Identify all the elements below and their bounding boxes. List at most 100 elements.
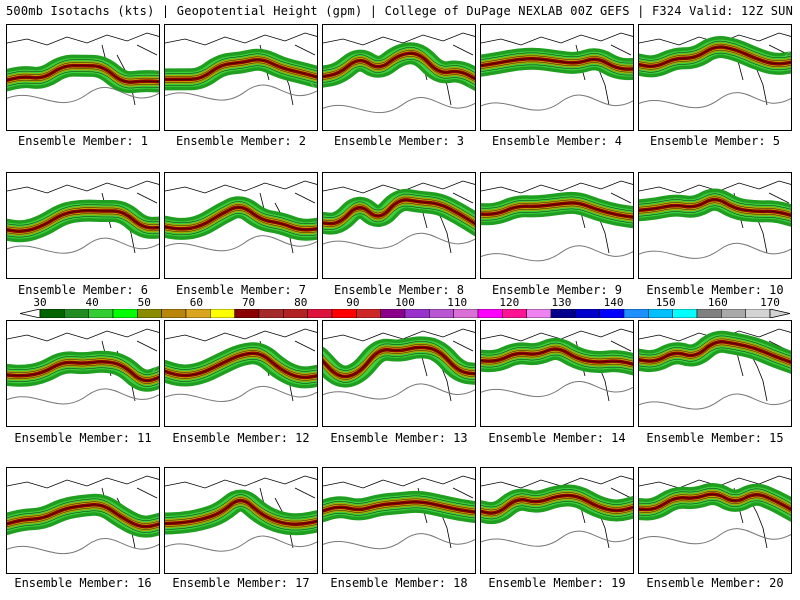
height-contour (323, 533, 475, 550)
ensemble-map-panel (6, 24, 160, 131)
ensemble-map-panel (480, 24, 634, 131)
isotach-line (481, 354, 633, 371)
ensemble-member-label: Ensemble Member: 10 (646, 283, 784, 297)
colorbar-tick-label: 140 (603, 296, 624, 309)
isotach-map (481, 328, 633, 402)
height-contour (481, 94, 633, 111)
ensemble-map-panel (164, 320, 318, 427)
colorbar-segment (307, 309, 333, 318)
isotach-map (7, 180, 159, 254)
ensemble-map-panel (480, 320, 634, 427)
ensemble-member-label: Ensemble Member: 5 (649, 134, 781, 148)
colorbar-tick-label: 130 (551, 296, 572, 309)
height-contour (7, 538, 159, 555)
colorbar-segment (745, 309, 771, 318)
ensemble-map-panel (6, 467, 160, 574)
isotach-map (7, 32, 159, 106)
isotach-line (323, 344, 475, 374)
isotach-line (7, 216, 159, 238)
isotach-line (7, 204, 159, 226)
ensemble-member-label: Ensemble Member: 3 (333, 134, 465, 148)
colorbar-segment (210, 309, 235, 318)
isotach-line (165, 204, 317, 227)
isotach-line (481, 64, 633, 76)
isotach-line (7, 68, 159, 86)
isotach-line (165, 65, 317, 86)
isotach-line (7, 71, 159, 89)
ensemble-member-label: Ensemble Member: 13 (330, 431, 468, 445)
isotach-line (481, 196, 633, 212)
isotach-line (323, 50, 475, 76)
height-contour (165, 235, 317, 252)
height-contour (323, 383, 475, 400)
isotach-line (7, 207, 159, 229)
isotach-line (165, 500, 317, 525)
height-contour (165, 84, 317, 101)
isotach-map (165, 180, 317, 254)
isotach-map (165, 475, 317, 552)
height-contour (7, 237, 159, 254)
ensemble-map-panel (480, 172, 634, 279)
ensemble-member-label: Ensemble Member: 20 (646, 576, 784, 590)
height-contour (481, 245, 633, 262)
colorbar-tick-label: 70 (241, 296, 256, 309)
colorbar-tick-label: 160 (707, 296, 728, 309)
isotach-line (323, 501, 475, 513)
colorbar-tick-label: 110 (447, 296, 468, 309)
colorbar-segment (696, 309, 722, 318)
isotach-line (7, 210, 159, 232)
colorbar-segment (161, 309, 187, 318)
isotach-line (165, 494, 317, 519)
isotach-line (323, 56, 475, 82)
isotach-map (323, 180, 475, 254)
colorbar-segment (404, 309, 430, 318)
ensemble-map-panel (6, 320, 160, 427)
isotach-map (481, 475, 633, 549)
isotach-line (7, 504, 159, 527)
isotach-line (7, 213, 159, 235)
isotach-line (165, 359, 317, 384)
isotach-line (639, 196, 791, 213)
colorbar-segment (137, 309, 162, 318)
isotach-line (481, 61, 633, 73)
ensemble-member-label: Ensemble Member: 17 (172, 576, 310, 590)
isotach-line (639, 193, 791, 210)
isotach-line (7, 501, 159, 524)
isotach-line (639, 344, 791, 366)
isotach-line (7, 355, 159, 375)
height-contour (639, 393, 791, 410)
colorbar-segment (623, 309, 649, 318)
isotach-line (165, 210, 317, 233)
colorbar-segment (331, 309, 357, 318)
isotach-line (481, 52, 633, 64)
ensemble-map-panel (322, 320, 476, 427)
colorbar-tick-label: 170 (760, 296, 780, 309)
ensemble-map-panel (322, 467, 476, 574)
colorbar-segment (526, 309, 552, 318)
isotach-line (165, 350, 317, 375)
isotach-line (165, 347, 317, 372)
isotach-line (639, 341, 791, 363)
isotach-line (7, 367, 159, 387)
colorbar-segment (550, 309, 576, 318)
height-contour (7, 87, 159, 104)
isotach-line (323, 341, 475, 371)
isotach-line (323, 53, 475, 79)
isotach-line (7, 65, 159, 83)
isotach-line (639, 496, 791, 513)
height-contour (481, 381, 633, 398)
isotach-line (165, 59, 317, 80)
isotach-line (481, 202, 633, 218)
isotach-map (481, 180, 633, 262)
isotach-line (639, 199, 791, 216)
ensemble-member-label: Ensemble Member: 7 (175, 283, 307, 297)
isotach-line (481, 501, 633, 520)
isotach-line (639, 205, 791, 222)
ensemble-map-panel (638, 24, 792, 131)
colorbar-tick-label: 50 (137, 296, 151, 309)
isotach-line (7, 507, 159, 530)
isotach-map (323, 32, 475, 114)
colorbar-tick-label: 80 (294, 296, 308, 309)
isotach-line (481, 58, 633, 70)
ensemble-member-label: Ensemble Member: 18 (330, 576, 468, 590)
